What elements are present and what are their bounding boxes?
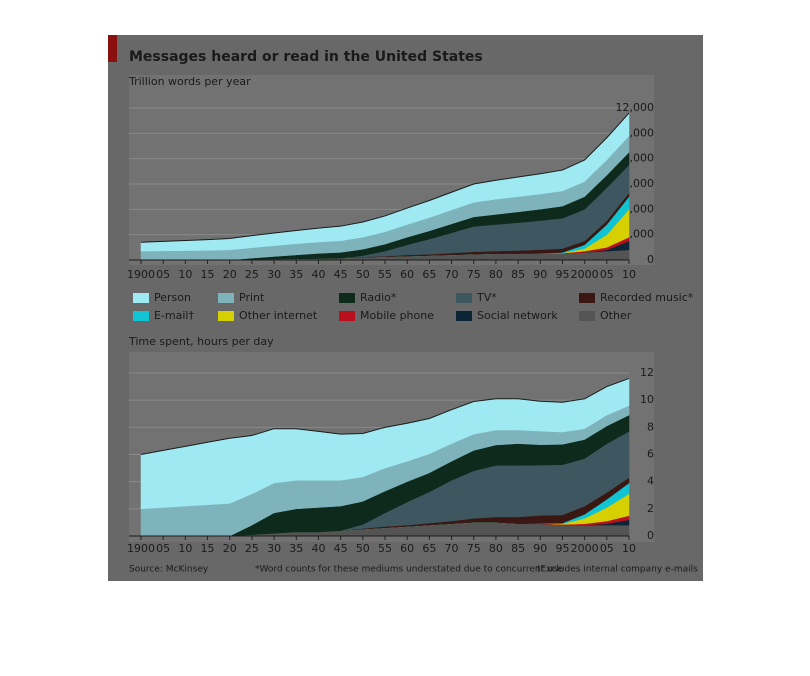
legend-swatch	[339, 311, 355, 321]
y-tick-label: 6	[647, 448, 654, 461]
x-tick-label: 1900	[127, 542, 155, 555]
area-outline	[140, 377, 630, 455]
x-tick-label: 20	[223, 268, 237, 281]
legend-label: Other	[600, 309, 632, 322]
legend-swatch	[579, 311, 595, 321]
x-tick-label: 40	[311, 542, 325, 555]
x-tick-label: 85	[511, 268, 525, 281]
x-tick-label: 55	[378, 542, 392, 555]
x-tick-label: 2000	[571, 542, 599, 555]
x-tick-label: 60	[400, 268, 414, 281]
subtitle: Time spent, hours per day	[128, 335, 274, 348]
y-tick-label: 12,000	[616, 101, 655, 114]
x-tick-label: 50	[356, 268, 370, 281]
legend-label: Person	[154, 291, 191, 304]
legend-label: TV*	[476, 291, 497, 304]
x-tick-label: 75	[467, 542, 481, 555]
x-tick-label: 30	[267, 542, 281, 555]
y-tick-label: 12	[640, 366, 654, 379]
legend-label: Other internet	[239, 309, 318, 322]
x-tick-label: 90	[533, 542, 547, 555]
area-outline	[140, 112, 630, 243]
y-tick-label: 0	[647, 253, 654, 266]
legend-swatch	[133, 293, 149, 303]
x-tick-label: 55	[378, 268, 392, 281]
x-tick-label: 80	[489, 542, 503, 555]
x-tick-label: 95	[555, 542, 569, 555]
x-tick-label: 50	[356, 542, 370, 555]
legend-swatch	[456, 311, 472, 321]
y-tick-label: 2	[647, 502, 654, 515]
legend-label: Mobile phone	[360, 309, 434, 322]
legend-swatch	[133, 311, 149, 321]
x-tick-label: 80	[489, 268, 503, 281]
x-tick-label: 35	[289, 542, 303, 555]
x-tick-label: 95	[555, 268, 569, 281]
source: Source: McKinsey	[129, 565, 209, 575]
legend-swatch	[579, 293, 595, 303]
x-tick-label: 25	[245, 542, 259, 555]
x-tick-label: 45	[334, 268, 348, 281]
legend-swatch	[456, 293, 472, 303]
x-tick-label: 20	[223, 542, 237, 555]
accent-bar	[108, 35, 117, 62]
x-tick-label: 10	[622, 268, 636, 281]
y-tick-label: 0	[647, 529, 654, 542]
x-tick-label: 05	[600, 542, 614, 555]
x-tick-label: 60	[400, 542, 414, 555]
legend-swatch	[218, 293, 234, 303]
y-tick-label: 6,000	[623, 177, 655, 190]
x-tick-label: 10	[178, 268, 192, 281]
x-tick-label: 35	[289, 268, 303, 281]
legend-label: E-mail†	[154, 309, 194, 322]
y-tick-label: 10	[640, 393, 654, 406]
legend-label: Print	[239, 291, 265, 304]
x-tick-label: 2000	[571, 268, 599, 281]
x-tick-label: 05	[156, 542, 170, 555]
x-tick-label: 15	[201, 542, 215, 555]
x-tick-label: 70	[445, 268, 459, 281]
footnote: †Excludes internal company e-mails	[536, 565, 698, 575]
x-tick-label: 75	[467, 268, 481, 281]
legend-label: Social network	[477, 309, 558, 322]
x-tick-label: 05	[156, 268, 170, 281]
legend-swatch	[339, 293, 355, 303]
y-tick-label: 4,000	[623, 202, 655, 215]
y-tick-label: 2,000	[623, 228, 655, 241]
y-tick-label: 4	[647, 475, 654, 488]
x-tick-label: 10	[622, 542, 636, 555]
x-tick-label: 40	[311, 268, 325, 281]
x-tick-label: 65	[422, 542, 436, 555]
y-tick-label: 8	[647, 420, 654, 433]
x-tick-label: 15	[201, 268, 215, 281]
title: Messages heard or read in the United Sta…	[129, 49, 483, 65]
y-tick-label: 8,000	[623, 152, 655, 165]
x-tick-label: 45	[334, 542, 348, 555]
x-tick-label: 85	[511, 542, 525, 555]
x-tick-label: 90	[533, 268, 547, 281]
legend-label: Recorded music*	[600, 291, 694, 304]
legend-swatch	[218, 311, 234, 321]
x-tick-label: 1900	[127, 268, 155, 281]
subtitle: Trillion words per year	[128, 75, 251, 88]
x-tick-label: 30	[267, 268, 281, 281]
legend-label: Radio*	[360, 291, 397, 304]
x-tick-label: 05	[600, 268, 614, 281]
x-tick-label: 65	[422, 268, 436, 281]
x-tick-label: 70	[445, 542, 459, 555]
footnote: *Word counts for these mediums understat…	[255, 565, 563, 575]
x-tick-label: 10	[178, 542, 192, 555]
x-tick-label: 25	[245, 268, 259, 281]
